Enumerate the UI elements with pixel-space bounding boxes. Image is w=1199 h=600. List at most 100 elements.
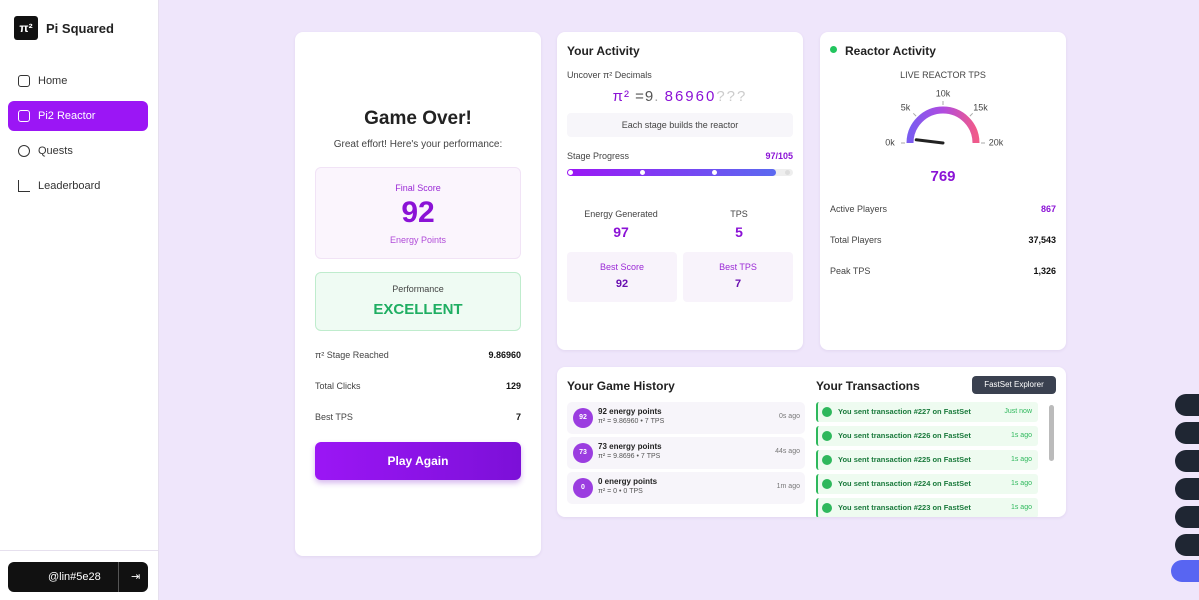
- discord-button[interactable]: [1171, 560, 1199, 582]
- best-score-box: Best Score 92: [567, 252, 677, 302]
- value: 9.86960: [488, 350, 521, 360]
- nav-item[interactable]: Pi2 Reactor: [8, 101, 148, 131]
- transaction-item: You sent transaction #227 on FastSet Just…: [816, 402, 1038, 422]
- tx-text: You sent transaction #223 on FastSet: [838, 503, 971, 512]
- badge: 0: [573, 478, 593, 498]
- history-item: 73 73 energy points π² = 9.8696 • 7 TPS 44s…: [567, 437, 805, 469]
- gauge-tick-label: 15k: [973, 103, 988, 113]
- label: Best TPS: [719, 262, 757, 272]
- subtitle: Great effort! Here's your performance:: [333, 139, 503, 150]
- gauge-tick-label: 20k: [989, 137, 1004, 147]
- transaction-item: You sent transaction #224 on FastSet 1s a…: [816, 474, 1038, 494]
- tx-time: Just now: [1004, 408, 1032, 415]
- stat-row: Active Players 867: [830, 204, 1056, 214]
- performance: EXCELLENT: [373, 301, 463, 318]
- transaction-item: You sent transaction #223 on FastSet 1s a…: [816, 498, 1038, 517]
- title: Your Activity: [567, 44, 640, 58]
- label: Final Score: [395, 183, 441, 193]
- label: Best TPS: [315, 412, 353, 422]
- label: Total Players: [830, 235, 882, 245]
- float-button[interactable]: [1175, 506, 1199, 528]
- float-button[interactable]: [1175, 394, 1199, 416]
- user-button[interactable]: @lin#5e28 ⇥: [8, 562, 148, 592]
- float-button[interactable]: [1175, 422, 1199, 444]
- nav-label: Home: [38, 75, 68, 87]
- item-detail: π² = 9.8696 • 7 TPS: [598, 453, 661, 460]
- logout-icon[interactable]: ⇥: [131, 571, 141, 583]
- history-item: 92 92 energy points π² = 9.86960 • 7 TPS 0s…: [567, 402, 805, 434]
- stat-row: π² Stage Reached 9.86960: [315, 350, 521, 360]
- tx-text: You sent transaction #226 on FastSet: [838, 431, 971, 440]
- item-detail: π² = 9.86960 • 7 TPS: [598, 418, 665, 425]
- tps-value: 769: [930, 168, 956, 185]
- label: Active Players: [830, 204, 888, 214]
- value: 7: [734, 278, 742, 290]
- user-name: @lin#5e28: [48, 571, 101, 583]
- nav-item[interactable]: Leaderboard: [8, 171, 148, 201]
- label: TPS: [730, 209, 748, 219]
- integer: 9: [644, 88, 655, 105]
- tps: 5: [735, 224, 743, 240]
- progress-fill: [567, 169, 776, 176]
- play-again-button[interactable]: Play Again: [315, 442, 521, 480]
- tx-icon: [822, 503, 832, 513]
- title: Your Transactions: [816, 379, 920, 393]
- equals: =: [635, 88, 645, 105]
- sidebar: π² Pi Squared Home Pi2 Reactor Quests Le…: [0, 0, 159, 600]
- gauge-tick-label: 0k: [885, 137, 895, 147]
- pi: π²: [612, 88, 630, 105]
- gauge-label: LIVE REACTOR TPS: [900, 70, 986, 80]
- tx-icon: [822, 455, 832, 465]
- stat-row: Best TPS 7: [315, 412, 521, 422]
- tx-text: You sent transaction #227 on FastSet: [838, 407, 971, 416]
- value: 92: [615, 278, 629, 290]
- transaction-item: You sent transaction #226 on FastSet 1s a…: [816, 426, 1038, 446]
- item-time: 1m ago: [776, 483, 800, 490]
- energy: 97: [613, 224, 629, 240]
- badge: 92: [573, 408, 593, 428]
- progress-track: [567, 169, 793, 176]
- label: Best Score: [599, 262, 645, 272]
- pi-digits: π² =9. 86960???: [557, 88, 803, 105]
- float-button[interactable]: [1175, 450, 1199, 472]
- tx-text: You sent transaction #225 on FastSet: [838, 455, 971, 464]
- nav-item[interactable]: Home: [8, 66, 148, 96]
- gauge-tick-label: 10k: [936, 88, 951, 98]
- gauge-arc: [906, 106, 980, 144]
- badge: 73: [573, 443, 593, 463]
- label: Energy Generated: [584, 209, 658, 219]
- item-time: 0s ago: [778, 413, 800, 420]
- gauge-tick: [969, 112, 974, 117]
- scrollbar: [1049, 405, 1054, 461]
- label: Peak TPS: [830, 266, 871, 276]
- gauge: 0k 5k 10k 15k 20k: [885, 88, 1004, 147]
- activity-card: Your Activity Uncover π² Decimals π² =9.…: [557, 32, 803, 350]
- item-title: 73 energy points: [598, 442, 662, 451]
- hidden: ???: [716, 88, 748, 105]
- tx-icon: [822, 431, 832, 441]
- performance-box: Performance EXCELLENT: [315, 272, 521, 331]
- score-box: Final Score 92 Energy Points: [315, 167, 521, 259]
- logo: π²: [14, 16, 38, 40]
- explorer-button[interactable]: FastSet Explorer: [972, 376, 1056, 394]
- value: 7: [515, 412, 521, 422]
- title: Game Over!: [364, 108, 472, 129]
- item-title: 92 energy points: [598, 407, 662, 416]
- tx-time: 1s ago: [1010, 480, 1032, 487]
- stat-row: Total Players 37,543: [830, 235, 1056, 245]
- nav-item[interactable]: Quests: [8, 136, 148, 166]
- stat-row: Total Clicks 129: [315, 381, 521, 391]
- item-time: 44s ago: [775, 448, 800, 455]
- nav-label: Pi2 Reactor: [38, 110, 96, 122]
- float-button[interactable]: [1175, 534, 1199, 556]
- label: Performance: [392, 284, 444, 294]
- tx-icon: [822, 407, 832, 417]
- label: π² Stage Reached: [315, 350, 389, 360]
- float-button[interactable]: [1175, 478, 1199, 500]
- unit: Energy Points: [389, 235, 447, 245]
- tx-time: 1s ago: [1010, 432, 1032, 439]
- title: Reactor Activity: [845, 44, 936, 58]
- item-title: 0 energy points: [598, 477, 658, 486]
- note: Each stage builds the reactor: [567, 113, 793, 137]
